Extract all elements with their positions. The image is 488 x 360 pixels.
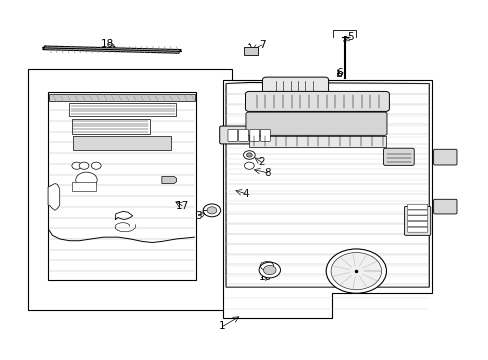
FancyBboxPatch shape bbox=[407, 210, 427, 215]
Text: 15: 15 bbox=[232, 133, 245, 143]
Text: 7: 7 bbox=[258, 40, 265, 50]
Circle shape bbox=[91, 162, 101, 169]
Polygon shape bbox=[162, 176, 176, 184]
FancyBboxPatch shape bbox=[407, 216, 427, 221]
FancyBboxPatch shape bbox=[433, 199, 456, 214]
FancyBboxPatch shape bbox=[383, 148, 413, 165]
Circle shape bbox=[246, 153, 252, 157]
FancyBboxPatch shape bbox=[407, 204, 427, 209]
FancyBboxPatch shape bbox=[245, 91, 388, 111]
Circle shape bbox=[203, 204, 220, 217]
Text: 14: 14 bbox=[392, 152, 405, 162]
Text: 12: 12 bbox=[403, 217, 416, 227]
Bar bbox=[73, 136, 170, 150]
FancyBboxPatch shape bbox=[260, 129, 270, 141]
Polygon shape bbox=[48, 184, 60, 210]
FancyBboxPatch shape bbox=[245, 112, 386, 135]
Circle shape bbox=[325, 249, 386, 293]
FancyBboxPatch shape bbox=[407, 221, 427, 226]
Circle shape bbox=[76, 172, 97, 188]
FancyBboxPatch shape bbox=[262, 77, 328, 94]
Text: 2: 2 bbox=[258, 157, 264, 167]
Circle shape bbox=[79, 162, 89, 169]
Circle shape bbox=[263, 265, 276, 275]
FancyBboxPatch shape bbox=[219, 126, 269, 144]
FancyBboxPatch shape bbox=[433, 149, 456, 165]
Polygon shape bbox=[47, 93, 196, 280]
Text: 11: 11 bbox=[351, 273, 365, 283]
Text: 5: 5 bbox=[346, 32, 353, 42]
Polygon shape bbox=[346, 85, 370, 102]
FancyBboxPatch shape bbox=[238, 129, 248, 141]
FancyBboxPatch shape bbox=[244, 47, 258, 55]
Text: 17: 17 bbox=[175, 201, 188, 211]
Circle shape bbox=[330, 252, 381, 290]
Text: 4: 4 bbox=[242, 189, 248, 199]
Bar bbox=[72, 118, 149, 134]
FancyBboxPatch shape bbox=[227, 129, 237, 141]
Text: 3: 3 bbox=[195, 211, 201, 221]
Bar bbox=[49, 94, 195, 102]
Text: 18: 18 bbox=[101, 39, 114, 49]
FancyBboxPatch shape bbox=[404, 206, 430, 235]
Circle shape bbox=[244, 162, 254, 169]
Circle shape bbox=[243, 151, 255, 159]
Circle shape bbox=[259, 262, 280, 278]
Circle shape bbox=[72, 162, 81, 169]
Text: 10: 10 bbox=[258, 272, 271, 282]
Bar bbox=[28, 69, 232, 310]
Polygon shape bbox=[42, 46, 181, 53]
Text: 6: 6 bbox=[336, 68, 343, 78]
Text: 9: 9 bbox=[439, 200, 445, 210]
Text: 13: 13 bbox=[436, 151, 449, 161]
FancyBboxPatch shape bbox=[249, 129, 259, 141]
Polygon shape bbox=[222, 80, 431, 318]
Text: 1: 1 bbox=[219, 321, 225, 332]
Bar bbox=[72, 182, 96, 191]
FancyBboxPatch shape bbox=[407, 227, 427, 232]
Text: 8: 8 bbox=[264, 168, 271, 178]
Bar bbox=[69, 103, 176, 116]
Bar bbox=[249, 136, 385, 147]
Text: 16: 16 bbox=[285, 81, 298, 91]
Circle shape bbox=[206, 207, 216, 214]
Polygon shape bbox=[225, 82, 428, 287]
